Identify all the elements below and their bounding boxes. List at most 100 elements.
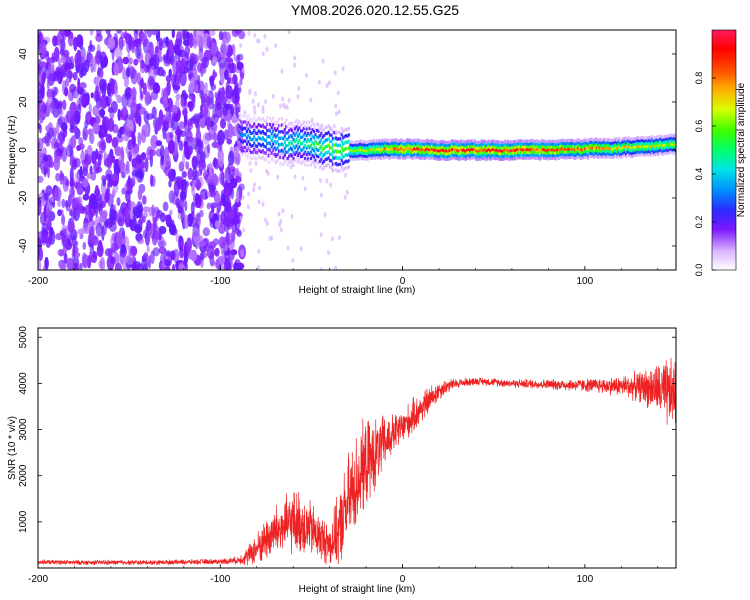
spectrogram-ridge-cell xyxy=(463,139,466,144)
spectrogram-ridge-cell xyxy=(550,148,553,152)
spectrogram-noise-cell xyxy=(115,231,123,248)
spectrogram-ridge-cell xyxy=(431,155,434,160)
spectrogram-ridge-cell xyxy=(511,146,514,150)
spectrogram-ridge-cell xyxy=(400,140,403,145)
spectrogram-ridge-cell xyxy=(241,127,244,131)
spectrogram-ridge-cell xyxy=(517,144,520,149)
spectrogram-ridge-cell xyxy=(378,147,381,151)
spectrogram-ridge-cell xyxy=(388,142,391,146)
spectrogram-ridge-cell xyxy=(369,153,372,157)
spectrogram-ridge-cell xyxy=(308,139,311,143)
spectrogram-ridge-cell xyxy=(598,140,601,144)
spectrogram-ridge-cell xyxy=(626,153,629,157)
spectrogram-ridge-cell xyxy=(490,139,493,143)
spectrogram-ridge-cell xyxy=(617,142,620,146)
spectrogram-noise-cell xyxy=(281,96,285,102)
spectrogram-ridge-cell xyxy=(460,153,463,157)
spectrogram-ridge-cell xyxy=(568,147,571,151)
spectrogram-ridge-cell xyxy=(374,145,377,149)
spectrogram-ridge-cell xyxy=(673,139,676,143)
spectrogram-ridge-cell xyxy=(476,146,479,150)
spectrogram-ridge-cell xyxy=(537,142,540,146)
spectrogram-ridge-cell xyxy=(307,125,310,129)
spectrogram-ridge-cell xyxy=(388,156,391,160)
spectrogram-noise-cell xyxy=(208,30,216,37)
spectrogram-ridge-cell xyxy=(608,144,612,148)
spectrogram-ridge-cell xyxy=(420,142,423,146)
spectrogram-ridge-cell xyxy=(455,145,458,149)
spectrogram-ridge-cell xyxy=(277,149,281,153)
spectrogram-ridge-cell xyxy=(620,138,623,142)
spectrogram-ridge-cell xyxy=(272,155,275,159)
spectrogram-ridge-cell xyxy=(378,150,381,154)
spectrogram-ridge-cell xyxy=(415,153,418,157)
spectrogram-ridge-cell xyxy=(416,146,419,151)
spectrogram-ridge-cell xyxy=(353,143,356,147)
spectrogram-ridge-cell xyxy=(540,139,543,143)
spectrogram-ridge-cell xyxy=(509,148,512,152)
spectrogram-ridge-cell xyxy=(444,143,447,147)
spectrogram-noise-cell xyxy=(141,33,146,42)
spectrogram-ridge-cell xyxy=(572,150,575,154)
spectrogram-ridge-cell xyxy=(349,148,352,152)
spectrogram-ridge-cell xyxy=(495,151,498,155)
spectrogram-noise-cell xyxy=(192,179,196,191)
spectrogram-ridge-cell xyxy=(630,149,633,153)
spectrogram-noise-cell xyxy=(142,206,151,213)
spectrogram-noise-cell xyxy=(140,90,144,100)
y-tick-label: 20 xyxy=(18,96,29,108)
spectrogram-ridge-cell xyxy=(622,154,625,158)
spectrogram-ridge-cell xyxy=(555,154,558,158)
spectrogram-noise-cell xyxy=(254,91,257,97)
spectrogram-ridge-cell xyxy=(467,142,470,146)
spectrogram-ridge-cell xyxy=(400,152,403,156)
spectrogram-ridge-cell xyxy=(296,128,299,132)
spectrogram-ridge-cell xyxy=(444,149,447,153)
spectrogram-ridge-cell xyxy=(314,165,317,169)
spectrogram-ridge-cell xyxy=(301,148,304,152)
spectrogram-noise-cell xyxy=(182,30,187,43)
spectrogram-ridge-cell xyxy=(512,148,515,152)
spectrogram-ridge-cell xyxy=(595,151,598,155)
spectrogram-noise-cell xyxy=(261,201,265,207)
spectrogram-ridge-cell xyxy=(616,138,619,142)
spectrogram-ridge-cell xyxy=(412,148,415,152)
spectrogram-ridge-cell xyxy=(603,148,606,152)
spectrogram-ridge-cell xyxy=(314,152,317,156)
spectrogram-ridge-cell xyxy=(588,149,591,153)
spectrogram-noise-cell xyxy=(107,96,113,104)
spectrogram-ridge-cell xyxy=(530,144,533,148)
spectrogram-noise-cell xyxy=(232,152,240,165)
spectrogram-ridge-cell xyxy=(452,145,456,149)
spectrogram-ridge-cell xyxy=(407,155,410,159)
spectrogram-ridge-cell xyxy=(254,157,257,161)
snr-x-ticks: -200 -100 0 100 xyxy=(28,564,659,585)
spectrogram-ridge-cell xyxy=(299,135,302,139)
spectrogram-ridge-cell xyxy=(471,156,474,160)
spectrogram-ridge-cell xyxy=(651,151,654,155)
spectrogram-ridge-cell xyxy=(439,151,442,155)
spectrogram-noise-cell xyxy=(86,172,92,180)
spectrogram-ridge-cell xyxy=(307,144,310,148)
spectrogram-ridge-cell xyxy=(267,134,270,139)
spectrogram-ridge-cell xyxy=(450,151,453,155)
spectrogram-ridge-cell xyxy=(520,144,523,149)
spectrogram-noise-cell xyxy=(53,186,62,202)
spectrogram-ridge-cell xyxy=(298,119,301,123)
spectrogram-noise-cell xyxy=(280,68,284,74)
spectrogram-ridge-cell xyxy=(486,143,489,147)
spectrogram-ridge-cell xyxy=(346,140,349,145)
spectrogram-ridge-cell xyxy=(630,146,633,150)
spectrogram-noise-cell xyxy=(206,245,215,260)
spectrogram-ridge-cell xyxy=(604,141,607,145)
spectrogram-ridge-cell xyxy=(461,151,464,155)
spectrogram-noise-cell xyxy=(64,78,70,87)
spectrogram-ridge-cell xyxy=(482,145,485,150)
spectrogram-ridge-cell xyxy=(660,137,663,141)
spectrogram-ridge-cell xyxy=(276,146,279,150)
spectrogram-noise-cell xyxy=(90,92,94,99)
spectrogram-ridge-cell xyxy=(253,116,256,120)
spectrogram-ridge-cell xyxy=(244,120,247,124)
spectrogram-ridge-cell xyxy=(476,152,479,156)
